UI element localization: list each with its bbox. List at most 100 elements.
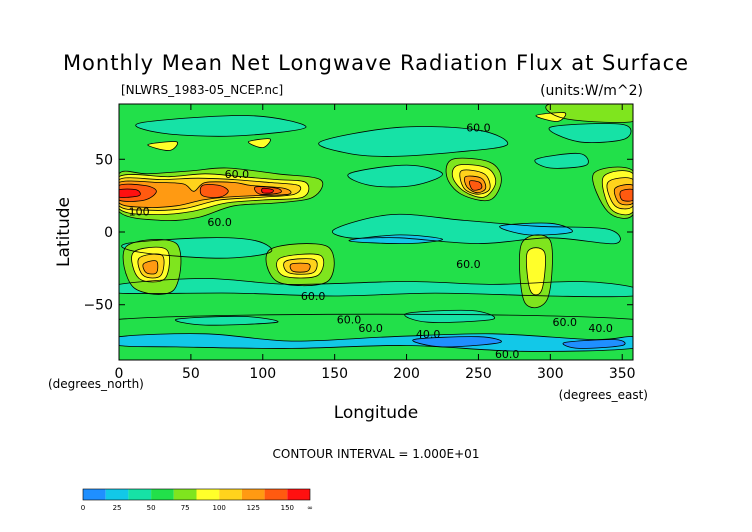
chart-units-label: (units:W/m^2)	[540, 83, 643, 99]
contour-label-2: 100	[129, 206, 150, 219]
field-region-40-7	[404, 310, 495, 323]
contour-line-95-4	[265, 243, 335, 287]
contour-line-140-0	[119, 180, 292, 208]
chart-title: Monthly Mean Net Longwave Radiation Flux…	[63, 51, 689, 75]
colorbar-label-6: 150	[281, 504, 294, 512]
field-region-155-1	[200, 184, 229, 198]
colorbar-label-4: 100	[213, 504, 226, 512]
field-region-155-4	[619, 189, 633, 202]
field-region-170-0	[119, 188, 141, 198]
x-axis-unit-label: (degrees_east)	[559, 388, 648, 402]
y-axis-title: Latitude	[54, 197, 74, 267]
field-region-110-8	[147, 141, 178, 151]
x-axis-ticks: 0 50 100 150 200 250 300 350	[115, 104, 636, 382]
contour-line-155-2	[254, 186, 282, 195]
field-region-95-6	[545, 104, 633, 123]
colorbar-swatch-6	[219, 489, 242, 500]
field-region-40-3	[347, 165, 443, 187]
colorbar-label-0: 0	[81, 504, 85, 512]
contour-line-0-1	[562, 339, 626, 349]
contour-interval-label: CONTOUR INTERVAL = 1.000E+01	[273, 447, 480, 461]
field-region-155-3	[469, 180, 482, 191]
colorbar-label-7: ∞	[307, 504, 313, 512]
field-region-40-5	[548, 123, 632, 143]
y-tick-label--50: −50	[83, 298, 113, 314]
colorbar-swatch-9	[287, 489, 310, 500]
contour-line-0-0	[412, 336, 502, 348]
contour-line-95-0	[119, 167, 324, 222]
colorbar-swatch-3	[151, 489, 174, 500]
contour-line-40-0	[331, 213, 621, 245]
contour-label-5: 60.0	[301, 290, 326, 303]
contour-line-125-3	[137, 253, 165, 279]
colorbar-swatch-5	[196, 489, 220, 500]
field-region-40-6	[119, 278, 633, 297]
colorbar-label-1: 25	[113, 504, 122, 512]
field-region-20-0	[119, 333, 633, 352]
contour-line-40-9	[534, 152, 589, 169]
contour-line-95-3	[122, 239, 182, 295]
contour-line-140-2	[613, 184, 633, 206]
field-region-40-9	[534, 153, 589, 169]
x-tick-label-0: 0	[115, 366, 124, 382]
y-axis-unit-label: (degrees_north)	[48, 377, 144, 391]
contour-line-170-0	[119, 188, 141, 198]
contour-line-95-1	[445, 157, 502, 202]
colorbar-swatch-4	[173, 489, 197, 500]
contour-line-40-6	[119, 278, 633, 298]
contour-line-75-0	[119, 313, 633, 360]
contour-label-4: 60.0	[456, 258, 481, 271]
contour-line-110-7	[247, 138, 271, 149]
contour-label-9: 60.0	[552, 316, 577, 329]
y-tick-label-50: 50	[95, 152, 113, 168]
contour-line-110-0	[119, 173, 310, 216]
contour-line-40-5	[548, 123, 632, 143]
y-axis-ticks: 50 0 −50	[83, 152, 633, 314]
colorbar-swatch-2	[128, 489, 152, 500]
contour-line-140-4	[289, 262, 311, 273]
contour-line-155-3	[469, 180, 483, 191]
contour-label-1: 60.0	[225, 168, 250, 181]
contour-lines	[119, 104, 633, 360]
contour-label-7: 60.0	[358, 322, 383, 335]
contour-line-95-2	[592, 166, 633, 219]
field-region-140-4	[290, 263, 311, 273]
contour-line-110-2	[601, 170, 633, 216]
contour-line-140-1	[463, 175, 487, 194]
contour-line-170-1	[261, 187, 274, 194]
contour-line-95-6	[545, 104, 633, 123]
chart-subtitle-file: [NLWRS_1983-05_NCEP.nc]	[121, 83, 283, 97]
colorbar-swatch-1	[105, 489, 129, 500]
color-scale-bar: 0 25 50 75 100 125 150 ∞	[81, 488, 313, 512]
field-region-40-2	[318, 126, 508, 157]
x-tick-label-300: 300	[537, 366, 564, 382]
x-axis-title: Longitude	[334, 403, 419, 423]
field-region-140-3	[142, 260, 158, 275]
contour-line-20-2	[499, 222, 573, 236]
contour-line-155-1	[199, 184, 229, 198]
contour-line-95-5	[519, 234, 553, 309]
contour-line-110-1	[451, 164, 497, 198]
contour-line-40-4	[135, 115, 307, 137]
field-region-40-8	[175, 316, 279, 326]
contour-line-110-6	[535, 112, 567, 122]
contour-line-155-4	[619, 188, 633, 202]
x-tick-label-250: 250	[465, 366, 492, 382]
x-tick-label-200: 200	[393, 366, 420, 382]
colorbar-label-2: 50	[147, 504, 156, 512]
contour-line-40-1	[121, 237, 273, 259]
contour-line-155-0	[119, 183, 157, 202]
x-tick-label-50: 50	[182, 366, 200, 382]
contour-line-110-3	[131, 246, 170, 283]
contour-line-40-7	[404, 309, 495, 323]
field-region-110-6	[535, 112, 566, 122]
x-tick-label-100: 100	[249, 366, 276, 382]
contour-line-40-2	[318, 126, 509, 157]
y-tick-label-0: 0	[104, 225, 113, 241]
contour-line-125-0	[119, 177, 302, 211]
contour-label-0: 60.0	[466, 121, 491, 134]
contour-line-110-5	[526, 247, 546, 296]
